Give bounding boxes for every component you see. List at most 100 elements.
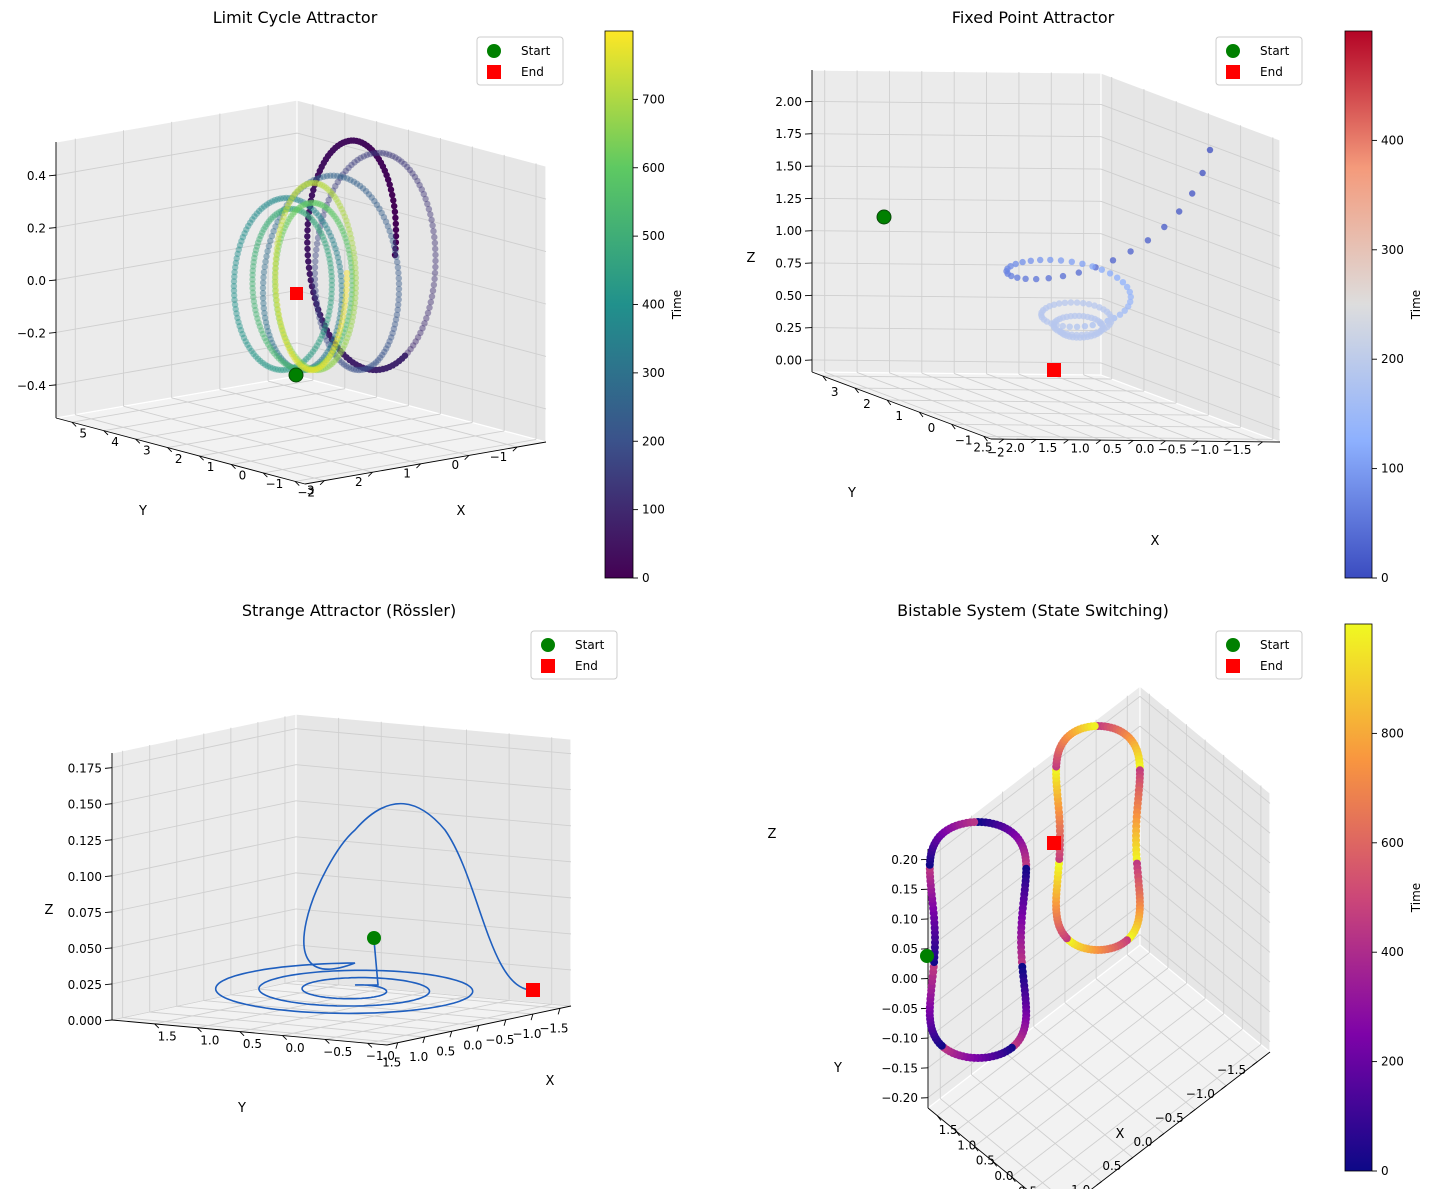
trajectory-point: [1022, 276, 1028, 282]
trajectory-point: [1033, 276, 1039, 282]
colorbar-tick-label: 700: [642, 92, 665, 106]
end-marker: [1047, 836, 1061, 850]
trajectory-point: [429, 222, 435, 228]
z-tick-label: 0.25: [775, 321, 802, 335]
y-tick-label: −1.5: [1217, 1063, 1246, 1077]
colorbar-tick-label: 100: [642, 503, 665, 517]
z-tick-label: 0.4: [27, 169, 46, 183]
chart-title: Limit Cycle Attractor: [213, 8, 378, 27]
y-tick-label: −1.0: [512, 1027, 541, 1041]
trajectory-point: [1037, 257, 1043, 263]
legend-end-marker: [1226, 65, 1240, 79]
trajectory-point: [970, 818, 978, 826]
x-axis-label: X: [457, 504, 466, 519]
z-tick-label: 0.150: [68, 798, 102, 812]
legend-start-marker: [487, 44, 501, 58]
start-marker: [920, 949, 934, 963]
trajectory-point: [1091, 722, 1099, 730]
trajectory-point: [1089, 263, 1095, 269]
y-tick-label: 1.0: [1071, 1183, 1090, 1189]
trajectory-point: [306, 265, 312, 271]
legend-end-marker: [541, 659, 555, 673]
start-marker: [877, 210, 891, 224]
trajectory-point: [304, 246, 310, 252]
z-tick-label: 0.75: [775, 256, 802, 270]
z-axis-label: Z: [768, 827, 777, 842]
trajectory-point: [304, 239, 310, 245]
trajectory-point: [1057, 328, 1063, 334]
trajectory-point: [313, 252, 319, 258]
colorbar-tick-label: 600: [1381, 836, 1404, 850]
y-tick-label: −1.0: [1186, 1087, 1215, 1101]
z-tick: [105, 768, 112, 769]
x-tick-label: 5: [79, 426, 87, 440]
trajectory-point: [1047, 257, 1053, 263]
z-tick: [105, 876, 112, 877]
trajectory-point: [393, 221, 399, 227]
z-tick: [105, 840, 112, 841]
y-tick-label: 0: [451, 458, 459, 472]
z-tick-label: 1.00: [775, 224, 802, 238]
z-tick: [105, 1020, 112, 1021]
y-tick-label: 1.0: [409, 1050, 428, 1064]
legend-end-marker: [1226, 659, 1240, 673]
trajectory-point: [1056, 300, 1062, 306]
z-tick-label: −0.15: [881, 1061, 918, 1075]
z-tick-label: 0.125: [68, 834, 102, 848]
trajectory-point: [1107, 270, 1113, 276]
x-tick-label: −1: [955, 433, 973, 447]
trajectory-point: [1067, 324, 1073, 330]
x-tick-label: 1: [895, 409, 903, 423]
trajectory-point: [1058, 257, 1064, 263]
x-tick-label: 0: [239, 469, 247, 483]
trajectory-point: [312, 258, 318, 264]
z-tick-label: 0.20: [891, 853, 918, 867]
trajectory-point: [389, 192, 395, 198]
z-tick-label: 0.05: [891, 942, 918, 956]
y-tick-label: −0.5: [1155, 1111, 1184, 1125]
x-tick-label: 3: [831, 385, 839, 399]
trajectory-point: [391, 203, 397, 209]
trajectory-point: [431, 282, 437, 288]
z-axis-label: Z: [45, 903, 54, 918]
trajectory-point: [425, 310, 431, 316]
colorbar-gradient: [1345, 624, 1372, 1171]
x-tick-label: 2: [175, 452, 183, 466]
start-marker: [367, 931, 381, 945]
z-tick-label: 0.50: [775, 289, 802, 303]
y-tick-label: −1: [490, 450, 508, 464]
trajectory-point: [432, 264, 438, 270]
trajectory-point: [1074, 299, 1080, 305]
trajectory-point: [312, 270, 318, 276]
legend-start-label: Start: [1260, 44, 1290, 58]
x-tick-label: −0.5: [323, 1045, 352, 1059]
x-tick-label: 1.0: [200, 1033, 219, 1047]
x-axis-label: X: [546, 1074, 555, 1089]
subplot-2: −2−10123−1.5−1.0−0.50.00.51.01.52.02.50.…: [747, 8, 1423, 585]
z-tick-label: 0.0: [27, 274, 46, 288]
x-tick-label: 1.5: [939, 1123, 958, 1137]
trajectory-point: [1074, 324, 1080, 330]
trajectory-point: [432, 252, 438, 258]
trajectory-point: [1080, 300, 1086, 306]
z-tick-label: 0.2: [27, 222, 46, 236]
y-tick-label: 0.0: [1135, 442, 1154, 456]
z-tick: [49, 280, 56, 281]
z-tick-label: −0.4: [17, 379, 46, 393]
trajectory-point: [305, 258, 311, 264]
z-tick-label: −0.10: [881, 1032, 918, 1046]
y-tick-label: 0.0: [1133, 1135, 1152, 1149]
colorbar-tick-label: 300: [1381, 243, 1404, 257]
colorbar-label: Time: [1409, 883, 1423, 913]
x-tick-label: 1.5: [158, 1029, 177, 1043]
legend-end-label: End: [575, 659, 598, 673]
z-tick-label: 2.00: [775, 95, 802, 109]
trajectory-point: [1068, 299, 1074, 305]
x-tick-label: 0: [928, 421, 936, 435]
y-tick-label: 0.5: [1103, 442, 1122, 456]
colorbar-tick-label: 400: [1381, 945, 1404, 959]
colorbar-tick-label: 0: [642, 571, 650, 585]
